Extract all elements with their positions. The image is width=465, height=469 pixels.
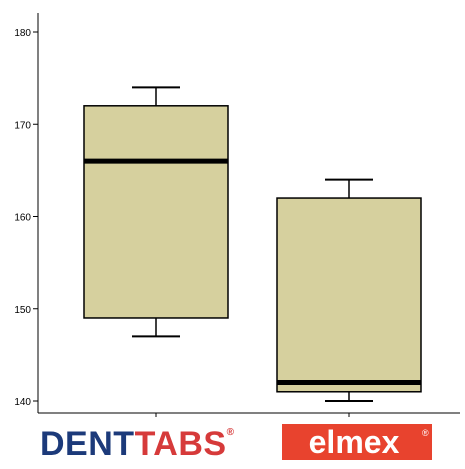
boxplot-chart: 140 150 160 170 180 xyxy=(14,13,460,417)
denttabs-logo-image: DENTTABS® xyxy=(40,425,234,463)
y-tick-label: 140 xyxy=(14,397,31,408)
denttabs-logo-tabs: TABS xyxy=(135,425,227,463)
elmex-registered-mark: ® xyxy=(422,428,429,438)
x-axis xyxy=(38,412,460,417)
y-axis: 140 150 160 170 180 xyxy=(14,13,39,413)
y-tick-label: 170 xyxy=(14,120,31,131)
denttabs-logo: DENTTABS® xyxy=(40,424,234,463)
elmex-logo-background xyxy=(282,424,432,460)
y-tick-label: 150 xyxy=(14,305,31,316)
y-tick-label: 180 xyxy=(14,28,31,39)
elmex-logo-image: elmex ® xyxy=(282,424,432,460)
denttabs-registered-mark: ® xyxy=(227,427,235,438)
box-elmex xyxy=(276,178,422,402)
iqr-box xyxy=(83,105,229,319)
elmex-logo-text: elmex xyxy=(309,424,400,460)
iqr-box xyxy=(276,197,422,393)
elmex-logo: elmex ® xyxy=(282,422,434,462)
box-denttabs xyxy=(83,86,229,338)
y-tick-label: 160 xyxy=(14,213,31,224)
denttabs-logo-dent: DENT xyxy=(40,425,135,463)
box-plots xyxy=(83,86,422,402)
svg-text:DENTTABS®: DENTTABS® xyxy=(40,425,235,463)
